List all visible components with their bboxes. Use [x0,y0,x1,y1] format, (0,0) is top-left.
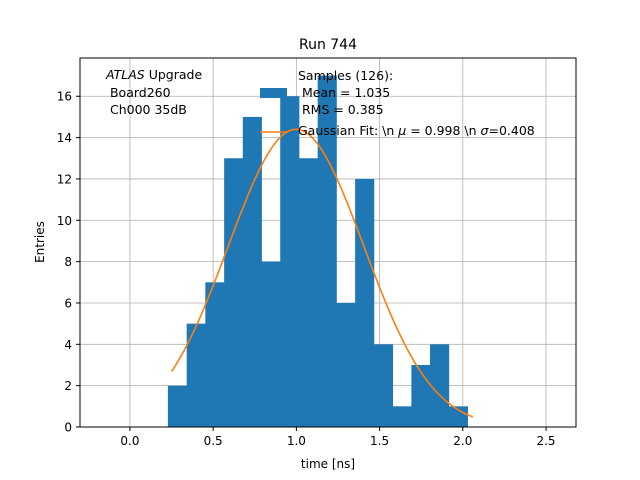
legend: Samples (126): Mean = 1.035 RMS = 0.385 … [260,68,535,138]
x-axis-label: time [ns] [301,457,355,471]
legend-patch-samples [260,88,287,98]
y-tick-label-0: 0 [64,421,72,435]
legend-samples-line-1: Samples (126): [298,68,393,83]
histogram-bar-1 [186,323,206,427]
x-tick-label-3: 1.5 [370,434,389,448]
annotation-line-1: ATLAS Upgrade [105,67,202,82]
histogram-bar-3 [224,158,244,427]
y-tick-label-5: 10 [57,214,72,228]
annotation-line-2: Board260 [106,85,171,100]
histogram-bar-5 [261,261,281,427]
y-axis-ticks: 0 2 4 6 8 10 12 14 16 [57,90,80,435]
histogram-bar-12 [392,406,412,427]
x-tick-label-0: 0.0 [120,434,139,448]
histogram-bar-6 [280,96,300,427]
legend-samples-line-2: Mean = 1.035 [298,85,390,100]
y-tick-label-4: 8 [64,255,72,269]
histogram-bars [167,75,468,428]
gaussian-fit-line [170,128,474,418]
legend-fit-text: Gaussian Fit: \n μ = 0.998 \n σ=0.408 [298,123,535,138]
histogram-bar-14 [430,344,450,427]
histogram-bar-8 [317,75,337,428]
legend-fit-mu-symbol: μ [397,123,406,138]
y-tick-label-7: 14 [57,131,72,145]
histogram-bar-0 [167,385,188,427]
legend-fit-sigma-text: =0.408 [488,123,534,138]
x-tick-label-5: 2.5 [536,434,555,448]
histogram-bar-4 [242,116,262,428]
legend-fit-sigma-symbol: σ [481,123,490,138]
annotation-upgrade: Upgrade [145,67,203,82]
legend-fit-prefix: Gaussian Fit: \n [298,123,398,138]
histogram-bar-15 [448,406,468,427]
x-tick-label-1: 0.5 [204,434,223,448]
annotation-box: ATLAS Upgrade Board260 Ch000 35dB [105,67,202,117]
histogram-bar-11 [373,344,394,427]
histogram-bar-10 [355,178,375,427]
legend-fit-mu-text: = 0.998 \n [406,123,480,138]
x-tick-label-4: 2.0 [453,434,472,448]
y-axis-label: Entries [33,221,47,263]
x-axis-ticks: 0.0 0.5 1.0 1.5 2.0 2.5 [120,427,556,448]
annotation-line-3: Ch000 35dB [106,102,187,117]
chart-title: Run 744 [299,37,357,53]
annotation-atlas: ATLAS [105,67,145,82]
x-tick-label-2: 1.0 [287,434,306,448]
histogram-bar-7 [299,158,319,427]
y-tick-label-3: 6 [64,296,72,310]
plot-frame [79,57,577,428]
histogram-bar-13 [411,364,431,427]
legend-samples-line-3: RMS = 0.385 [298,102,384,117]
histogram-bar-9 [336,302,356,427]
y-tick-label-6: 12 [57,172,72,186]
y-tick-label-8: 16 [57,90,72,104]
histogram-bar-2 [205,282,225,427]
y-tick-label-2: 4 [64,338,72,352]
y-tick-label-1: 2 [64,379,72,393]
